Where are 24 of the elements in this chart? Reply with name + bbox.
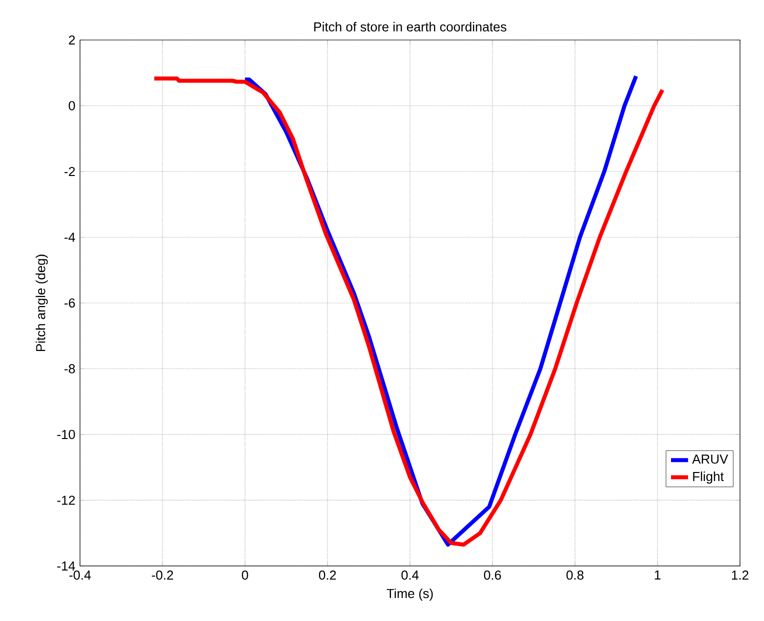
x-tick-label: 0.6	[484, 570, 501, 580]
x-tick-label: 0.4	[401, 570, 419, 580]
x-tick-label: -0.4	[69, 570, 91, 580]
x-axis-title: Time (s)	[386, 588, 433, 601]
x-tick-label: 0	[242, 570, 248, 580]
y-tick-label: -6	[64, 298, 75, 308]
y-tick-label: -14	[57, 562, 76, 570]
y-tick-label: -4	[64, 232, 76, 242]
y-tick-label: -12	[57, 496, 75, 505]
legend-label: Flight	[693, 472, 724, 484]
x-tick-label: 1	[654, 570, 660, 580]
x-tick-label: -0.2	[152, 570, 174, 580]
legend-label: ARUV	[692, 454, 728, 464]
y-tick-label: 2	[68, 35, 75, 45]
y-axis-title: Pitch angle (deg)	[36, 254, 48, 352]
x-tick-label: 1.2	[732, 570, 748, 580]
y-tick-label: -8	[64, 364, 75, 374]
line-series	[152, 76, 664, 547]
x-tick-label: 0.8	[566, 570, 584, 580]
y-tick-label: -10	[57, 430, 75, 440]
y-tick-label: 0	[68, 101, 75, 110]
x-tick-label: 0.2	[318, 570, 336, 580]
y-tick-label: -2	[64, 166, 75, 176]
chart-title: Pitch of store in earth coordinates	[314, 22, 506, 32]
